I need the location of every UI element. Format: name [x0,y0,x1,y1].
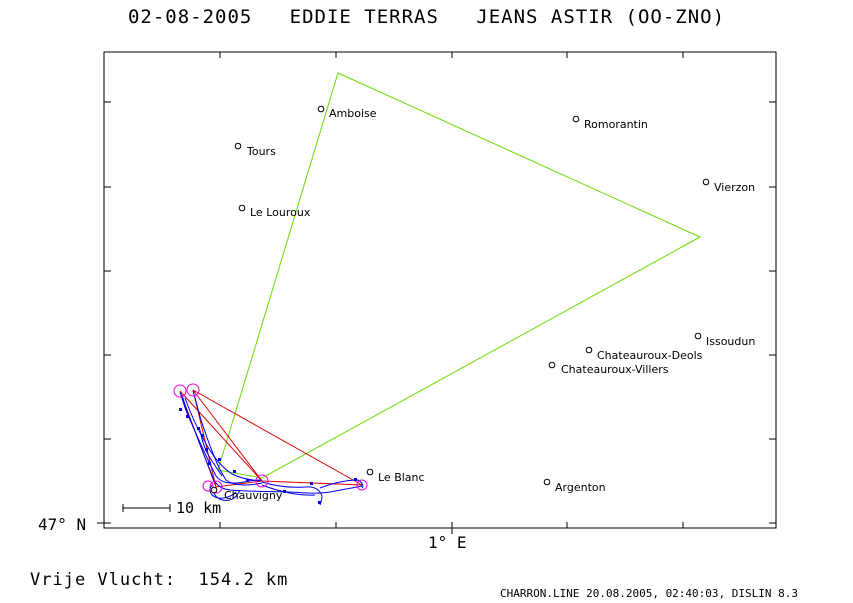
town-markers [210,105,710,494]
scale-label: 10 km [176,499,222,517]
town-label-amboise: Amboise [329,107,377,120]
town-label-tours: Tours [247,145,276,158]
map-frame [103,51,777,529]
flight-track [179,390,364,506]
town-label-le-blanc: Le Blanc [378,471,425,484]
town-label-chauvigny: Chauvigny [224,489,283,502]
file-info: CHARRON.LINE 20.08.2005, 02:40:03, DISLI… [500,587,799,600]
flight-date: 02-08-2005 [127,6,253,28]
pilot-name: EDDIE TERRAS [289,6,439,28]
map-title: 02-08-2005 EDDIE TERRAS JEANS ASTIR (OO-… [0,6,853,28]
latitude-label: 47° N [38,515,87,534]
turnpoint-markers [173,383,368,494]
town-label-le-louroux: Le Louroux [250,206,311,219]
scale-bar [122,504,171,512]
town-label-argenton: Argenton [555,481,606,494]
longitude-label: 1° E [428,533,467,552]
town-label-chateauroux-deols: Chateauroux-Deols [597,349,703,362]
task-triangle [217,72,702,479]
town-label-issoudun: Issoudun [706,335,756,348]
town-label-vierzon: Vierzon [714,181,756,194]
town-label-romorantin: Romorantin [584,118,648,131]
track-fix-points [179,408,357,504]
free-flight-distance: Vrije Vlucht: 154.2 km [30,570,289,590]
town-label-chateauroux-villers: Chateauroux-Villers [561,363,669,376]
glider-name: JEANS ASTIR (OO-ZNO) [476,6,726,28]
axis-ticks [97,52,776,534]
